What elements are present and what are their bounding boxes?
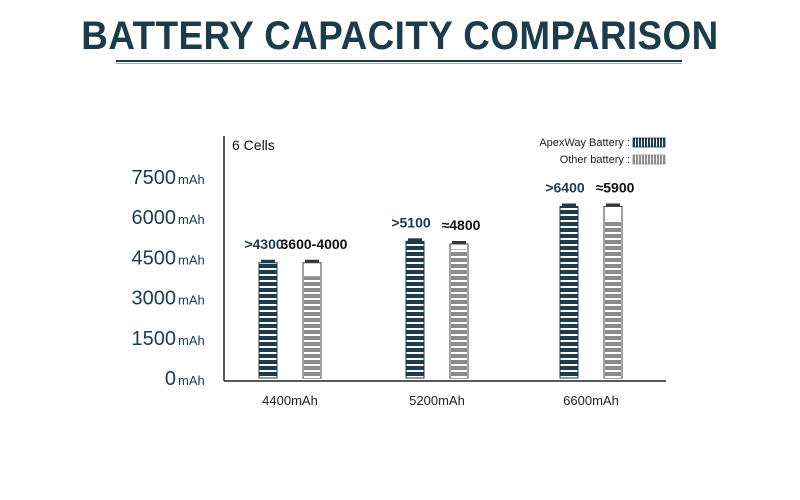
data-label-apexway: >4300 xyxy=(244,236,284,252)
title-underline xyxy=(116,60,682,62)
legend-label-apexway: ApexWay Battery : xyxy=(539,137,630,149)
bar-cap-apexway xyxy=(562,203,576,207)
data-label-apexway: >5100 xyxy=(391,214,431,230)
y-tick-unit: mAh xyxy=(178,212,205,227)
bar-apexway xyxy=(559,205,579,379)
x-tick-label: 6600mAh xyxy=(563,393,619,408)
bar-other xyxy=(605,219,621,378)
legend-label-other: Other battery : xyxy=(560,154,630,166)
data-label-apexway: >6400 xyxy=(545,179,585,195)
x-tick-label: 4400mAh xyxy=(262,393,318,408)
legend-swatch-other xyxy=(632,154,666,165)
bar-cap-apexway xyxy=(408,238,422,242)
y-tick-unit: mAh xyxy=(178,293,205,308)
data-label-other: ≈4800 xyxy=(442,217,481,233)
y-tick-unit: mAh xyxy=(178,373,205,388)
bar-apexway xyxy=(405,240,425,379)
bar-other xyxy=(304,276,320,378)
data-label-other: ≈5900 xyxy=(596,179,635,195)
y-tick-label: 4500 xyxy=(132,247,177,269)
bar-cap-other xyxy=(305,259,319,263)
chart-title: BATTERY CAPACITY COMPARISON xyxy=(81,14,719,58)
y-tick-label: 6000 xyxy=(132,207,177,229)
bar-cap-other xyxy=(452,241,466,244)
cells-annotation: 6 Cells xyxy=(232,137,275,153)
y-tick-label: 7500 xyxy=(132,167,177,189)
legend-swatch-apexway xyxy=(632,137,666,148)
y-tick-unit: mAh xyxy=(178,172,205,187)
y-tick-label: 1500 xyxy=(132,328,177,350)
bar-cap-other xyxy=(606,203,620,207)
y-tick-label: 3000 xyxy=(132,288,177,310)
x-tick-label: 5200mAh xyxy=(409,393,465,408)
y-tick-label: 0 xyxy=(165,368,176,390)
data-label-other: 3600-4000 xyxy=(281,236,348,252)
bar-apexway xyxy=(258,262,278,379)
bar-other xyxy=(451,249,467,378)
title-underline-thin xyxy=(116,63,682,64)
y-tick-unit: mAh xyxy=(178,333,205,348)
y-tick-unit: mAh xyxy=(178,252,205,267)
bar-cap-apexway xyxy=(261,259,275,263)
